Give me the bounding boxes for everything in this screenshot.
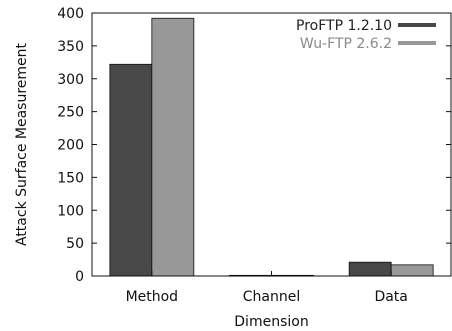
x-axis-label: Dimension — [234, 314, 308, 330]
bar-data-wuftp — [390, 264, 434, 277]
y-tick-label: 100 — [57, 203, 84, 219]
y-tick-label: 400 — [57, 6, 84, 22]
y-tick-label: 250 — [57, 105, 84, 121]
y-tick-label: 300 — [57, 72, 84, 88]
y-tick-label: 350 — [57, 39, 84, 55]
y-tick-label: 50 — [66, 236, 84, 252]
y-tick-label: 200 — [57, 138, 84, 154]
y-axis-label: Attack Surface Measurement — [14, 42, 30, 246]
bars-group — [109, 17, 434, 277]
legend-label-wuftp: Wu-FTP 2.6.2 — [300, 36, 392, 52]
y-tick-label: 150 — [57, 170, 84, 186]
bar-data-proftp — [348, 261, 392, 277]
bar-method-proftp — [109, 63, 153, 277]
legend-label-proftp: ProFTP 1.2.10 — [296, 18, 392, 34]
x-tick-label-method: Method — [126, 289, 179, 305]
x-tick-label-data: Data — [374, 289, 407, 305]
x-tick-label-channel: Channel — [243, 289, 300, 305]
bar-method-wuftp — [151, 17, 195, 277]
y-tick-label: 0 — [75, 269, 84, 285]
legend: ProFTP 1.2.10 Wu-FTP 2.6.2 — [296, 18, 436, 52]
y-axis-ticks: 0 50 100 150 200 250 300 350 400 — [57, 6, 451, 285]
x-axis-ticks: Method Channel Data — [126, 271, 408, 305]
